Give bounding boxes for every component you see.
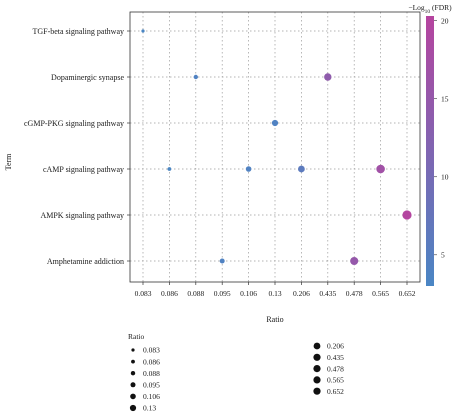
x-tick-label: 0.652 [399,289,416,298]
y-tick-label: Dopaminergic synapse [51,73,124,82]
size-legend-label: 0.088 [143,369,160,378]
size-legend-label: 0.106 [143,392,160,401]
size-legend-label: 0.086 [143,357,160,366]
y-tick-label: Amphetamine addiction [47,257,124,266]
x-tick-label: 0.13 [268,289,281,298]
data-point [376,164,385,174]
grid-lines [130,12,420,282]
data-point [402,210,412,220]
data-point [167,167,172,171]
x-tick-label: 0.088 [187,289,204,298]
size-legend-dot [130,371,136,376]
colorbar-ticks: 5 10 15 20 [434,16,449,259]
data-points [141,29,412,265]
data-point [350,257,359,265]
data-point [219,258,225,264]
y-tick-label: cAMP signaling pathway [43,165,124,174]
data-point [245,166,252,172]
x-tick-label: 0.478 [346,289,363,298]
color-legend: −Log10 (FDR) 5 10 15 20 [408,3,452,286]
size-legend-label: 0.083 [143,346,160,355]
data-point [324,73,332,81]
data-point [141,29,145,33]
x-tick-label: 0.095 [214,289,231,298]
colorbar-tick-label: 15 [441,94,449,103]
size-legend-dot [313,353,321,361]
size-legend-label: 0.206 [327,342,344,351]
colorbar-gradient [426,16,434,286]
data-point [298,165,305,173]
size-legend-dot [313,342,321,350]
x-tick-label: 0.435 [319,289,336,298]
size-legend: 0.083 0.086 0.088 0.095 0.106 0.13 0.206 0.435 0… [129,342,344,413]
x-tick-label: 0.106 [240,289,257,298]
size-legend-dot [313,387,321,395]
size-legend-dot [130,382,136,388]
size-legend-dot [131,359,135,364]
size-legend-label: 0.095 [143,381,160,390]
x-axis-title: Ratio [266,315,283,324]
colorbar-title: −Log10 (FDR) [408,3,452,15]
size-legend-dot [313,376,321,384]
size-legend-label: 0.478 [327,364,344,373]
y-tick-label: AMPK signaling pathway [40,211,124,220]
y-ticks: TGF-beta signaling pathway Dopaminergic s… [24,27,130,266]
size-legend-dot [313,365,321,373]
x-tick-label: 0.565 [372,289,389,298]
y-axis-title: Term [4,153,13,171]
size-legend-dot [129,404,137,412]
y-tick-label: TGF-beta signaling pathway [32,27,124,36]
colorbar-tick-label: 5 [441,250,445,259]
x-ticks: 0.083 0.086 0.088 0.095 0.106 0.13 0.206 0.435 0… [135,282,416,298]
data-point [271,119,279,127]
colorbar-tick-label: 20 [441,16,449,25]
size-legend-title: Ratio [128,332,144,341]
data-point [193,74,198,80]
x-tick-label: 0.206 [293,289,310,298]
y-tick-label: cGMP-PKG signaling pathway [24,119,124,128]
size-legend-label: 0.652 [327,387,344,396]
x-tick-label: 0.086 [161,289,178,298]
size-legend-label: 0.13 [143,404,156,413]
size-legend-label: 0.565 [327,376,344,385]
colorbar-tick-label: 10 [441,172,449,181]
x-tick-label: 0.083 [135,289,152,298]
size-legend-label: 0.435 [327,353,344,362]
size-legend-dot [131,348,135,352]
size-legend-dot [130,393,136,400]
